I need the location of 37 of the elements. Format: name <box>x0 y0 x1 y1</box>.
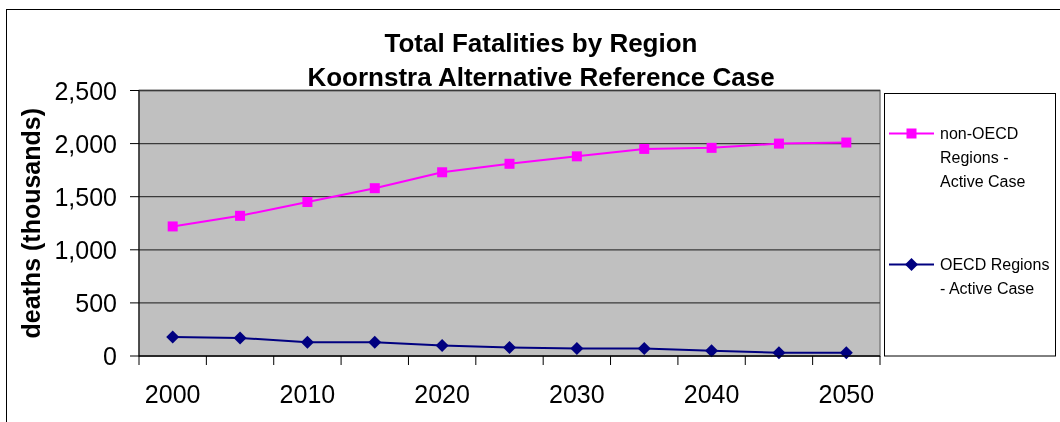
chart-title: Total Fatalities by Region <box>384 28 698 58</box>
y-tick-label: 0 <box>103 342 117 370</box>
legend-label: non-OECD Regions - Active Case <box>940 125 1026 191</box>
point <box>705 344 719 358</box>
x-tick-label: 2020 <box>414 380 470 408</box>
point <box>503 341 516 354</box>
point <box>369 183 380 194</box>
x-tick-label: 2050 <box>818 380 875 408</box>
point <box>167 221 178 232</box>
y-axis-title: deaths (thousands) <box>17 107 45 339</box>
point <box>706 142 717 153</box>
x-tick-label: 2010 <box>279 380 336 408</box>
point <box>368 335 382 349</box>
point <box>773 138 784 149</box>
x-tick-label: 2000 <box>144 380 201 408</box>
point <box>637 342 651 356</box>
chart-subtitle: Koornstra Alternative Reference Case <box>307 62 775 92</box>
point <box>571 151 582 162</box>
point <box>435 338 449 352</box>
point <box>841 137 852 148</box>
point <box>302 197 313 208</box>
x-tick-label: 2040 <box>683 380 740 408</box>
y-tick-label: 2,000 <box>54 129 117 158</box>
point <box>235 210 246 221</box>
y-tick-label: 500 <box>75 288 117 317</box>
y-tick-label: 1,500 <box>54 182 117 211</box>
point <box>300 335 314 349</box>
point <box>639 143 650 154</box>
y-tick-label: 2,500 <box>54 76 117 105</box>
point <box>570 342 584 356</box>
point <box>504 158 515 169</box>
point <box>233 331 247 345</box>
legend-label: OECD Regions - Active Case <box>940 256 1050 298</box>
x-tick-label: 2030 <box>549 380 605 408</box>
point <box>166 330 180 344</box>
y-tick-label: 1,000 <box>54 235 117 264</box>
point <box>437 167 448 178</box>
